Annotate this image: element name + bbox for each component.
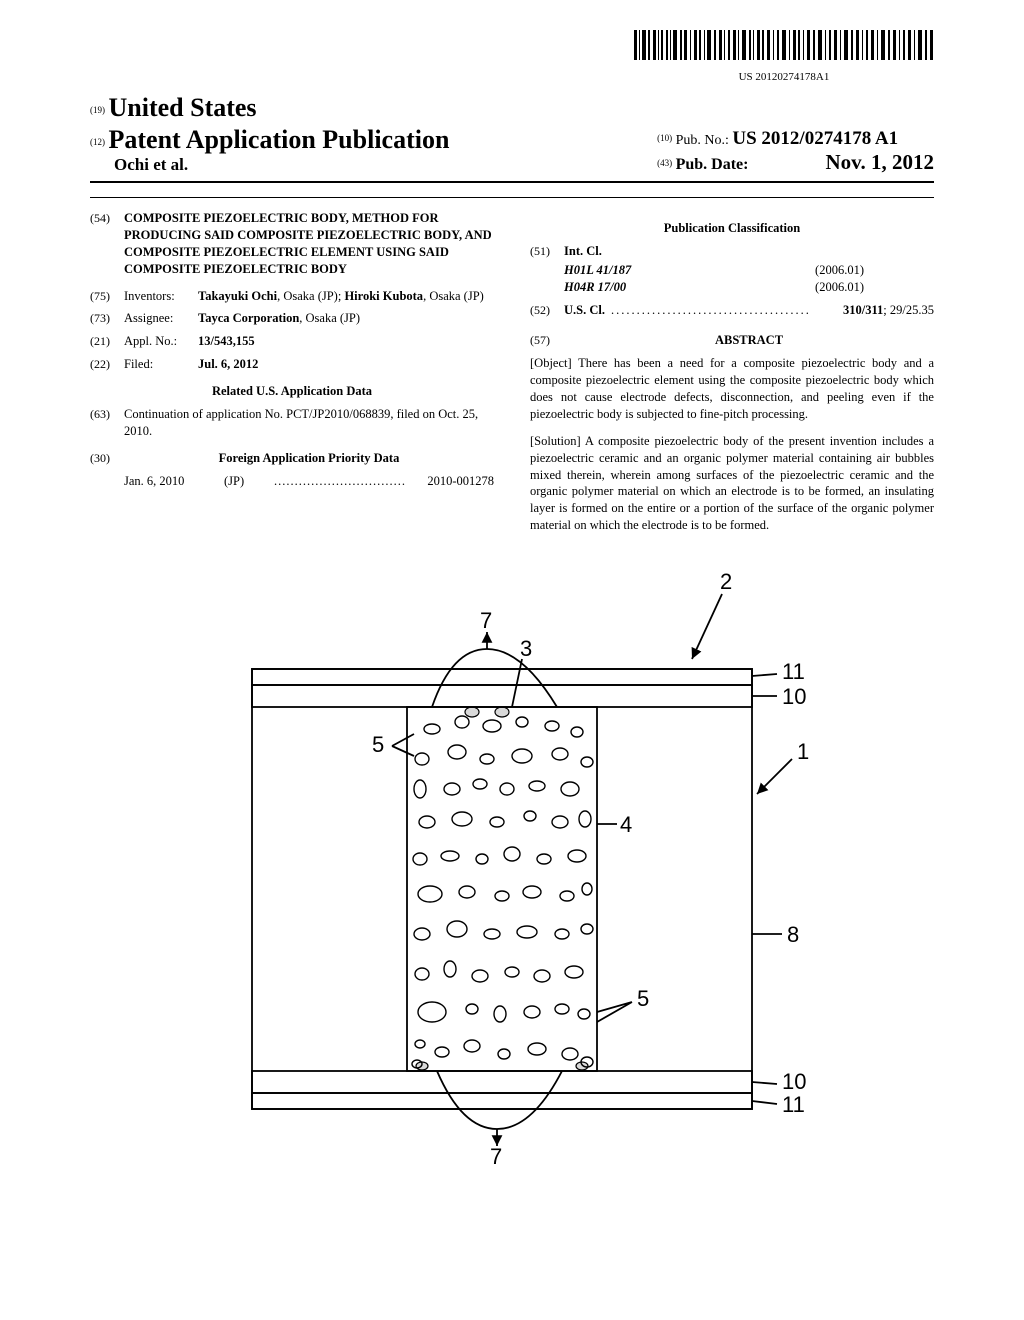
assignee-label: Assignee:	[124, 310, 198, 327]
intcl-row: (51) Int. Cl.	[530, 243, 934, 260]
fig-label-8: 8	[787, 922, 799, 947]
uscl-row: (52) U.S. Cl. ..........................…	[530, 302, 934, 319]
priority-date: Jan. 6, 2010	[124, 473, 224, 490]
authors-line: Ochi et al.	[114, 155, 449, 175]
fig-label-3: 3	[520, 636, 532, 661]
assignee-row: (73) Assignee: Tayca Corporation, Osaka …	[90, 310, 494, 327]
foreign-heading-row: (30) Foreign Application Priority Data	[90, 450, 494, 467]
abstract-label: ABSTRACT	[564, 332, 934, 349]
priority-dots: ................................	[274, 473, 427, 490]
inventors-code: (75)	[90, 288, 124, 305]
right-column: Publication Classification (51) Int. Cl.…	[530, 210, 934, 544]
priority-row: Jan. 6, 2010 (JP) ......................…	[124, 473, 494, 490]
fig-label-4: 4	[620, 812, 632, 837]
uscl-value: 310/311; 29/25.35	[843, 302, 934, 319]
patent-page: US 20120274178A1 (19) United States (12)…	[0, 0, 1024, 1194]
pub-code: (12)	[90, 137, 105, 147]
fig-label-2: 2	[720, 569, 732, 594]
fig-label-7b: 7	[490, 1144, 502, 1164]
abstract-p2: [Solution] A composite piezoelectric bod…	[530, 433, 934, 534]
invention-title: COMPOSITE PIEZOELECTRIC BODY, METHOD FOR…	[124, 210, 494, 278]
pubnum-code: (10)	[657, 133, 672, 143]
abstract-code: (57)	[530, 332, 564, 349]
barcode-number: US 20120274178A1	[634, 71, 934, 83]
abstract-p1: [Object] There has been a need for a com…	[530, 355, 934, 423]
pubdate-code: (43)	[657, 158, 672, 168]
cont-text: Continuation of application No. PCT/JP20…	[124, 406, 494, 440]
intcl-1-code: H01L 41/187	[564, 262, 815, 279]
barcode-icon	[634, 30, 934, 64]
pubdate-label: Pub. Date:	[676, 156, 749, 173]
fig-label-10b: 10	[782, 1069, 806, 1094]
figure: 2 1 11 10 8 10 11 3 7 5 4 5 7	[90, 564, 934, 1164]
fig-label-11b: 11	[782, 1092, 805, 1117]
barcode-area: US 20120274178A1	[90, 30, 934, 85]
divider-thin	[90, 197, 934, 198]
divider-thick	[90, 181, 934, 183]
uscl-code: (52)	[530, 302, 564, 319]
pub-right: (10) Pub. No.: US 2012/0274178 A1 (43) P…	[657, 128, 934, 175]
continuation-row: (63) Continuation of application No. PCT…	[90, 406, 494, 440]
fig-label-5b: 5	[637, 986, 649, 1011]
inventors-label: Inventors:	[124, 288, 198, 305]
filed-code: (22)	[90, 356, 124, 373]
cont-code: (63)	[90, 406, 124, 440]
body-columns: (54) COMPOSITE PIEZOELECTRIC BODY, METHO…	[90, 210, 934, 544]
filed-value: Jul. 6, 2012	[198, 356, 494, 373]
priority-country: (JP)	[224, 473, 274, 490]
intcl-code: (51)	[530, 243, 564, 260]
figure-drawing: 2 1 11 10 8 10 11 3 7 5 4 5 7	[162, 564, 862, 1164]
fig-label-7t: 7	[480, 608, 492, 633]
intcl-1-year: (2006.01)	[815, 262, 864, 279]
filed-row: (22) Filed: Jul. 6, 2012	[90, 356, 494, 373]
pubdate-value: Nov. 1, 2012	[825, 150, 934, 174]
related-heading: Related U.S. Application Data	[90, 383, 494, 400]
left-column: (54) COMPOSITE PIEZOELECTRIC BODY, METHO…	[90, 210, 494, 544]
assignee-code: (73)	[90, 310, 124, 327]
country-line: (19) United States	[90, 93, 934, 123]
assignee-value: Tayca Corporation, Osaka (JP)	[198, 310, 494, 327]
country-name: United States	[109, 93, 257, 122]
applno-value: 13/543,155	[198, 333, 494, 350]
applno-label: Appl. No.:	[124, 333, 198, 350]
uscl-label: U.S. Cl.	[564, 302, 605, 319]
pub-type: Patent Application Publication	[109, 125, 450, 154]
abstract-heading-row: (57) ABSTRACT	[530, 332, 934, 349]
inventors-value: Takayuki Ochi, Osaka (JP); Hiroki Kubota…	[198, 288, 494, 305]
applno-code: (21)	[90, 333, 124, 350]
intcl-2-year: (2006.01)	[815, 279, 864, 296]
fig-label-11t: 11	[782, 659, 805, 684]
country-code: (19)	[90, 105, 105, 115]
uscl-dots: .......................................	[611, 302, 843, 319]
barcode: US 20120274178A1	[634, 30, 934, 83]
filed-label: Filed:	[124, 356, 198, 373]
publication-line: (12) Patent Application Publication Ochi…	[90, 125, 934, 175]
header: (19) United States (12) Patent Applicati…	[90, 93, 934, 175]
pubnum-value: US 2012/0274178 A1	[732, 128, 898, 149]
fig-label-1: 1	[797, 739, 809, 764]
inventors-row: (75) Inventors: Takayuki Ochi, Osaka (JP…	[90, 288, 494, 305]
intcl-label: Int. Cl.	[564, 243, 934, 260]
pubnum-label: Pub. No.:	[676, 133, 729, 148]
foreign-heading: Foreign Application Priority Data	[124, 450, 494, 467]
fig-label-5t: 5	[372, 732, 384, 757]
intcl-2: H04R 17/00 (2006.01)	[564, 279, 934, 296]
title-code: (54)	[90, 210, 124, 278]
priority-num: 2010-001278	[427, 473, 494, 490]
classification-heading: Publication Classification	[530, 220, 934, 237]
intcl-2-code: H04R 17/00	[564, 279, 815, 296]
pub-left: (12) Patent Application Publication Ochi…	[90, 125, 449, 175]
fig-label-10t: 10	[782, 684, 806, 709]
title-row: (54) COMPOSITE PIEZOELECTRIC BODY, METHO…	[90, 210, 494, 278]
applno-row: (21) Appl. No.: 13/543,155	[90, 333, 494, 350]
foreign-code: (30)	[90, 450, 124, 467]
intcl-1: H01L 41/187 (2006.01)	[564, 262, 934, 279]
